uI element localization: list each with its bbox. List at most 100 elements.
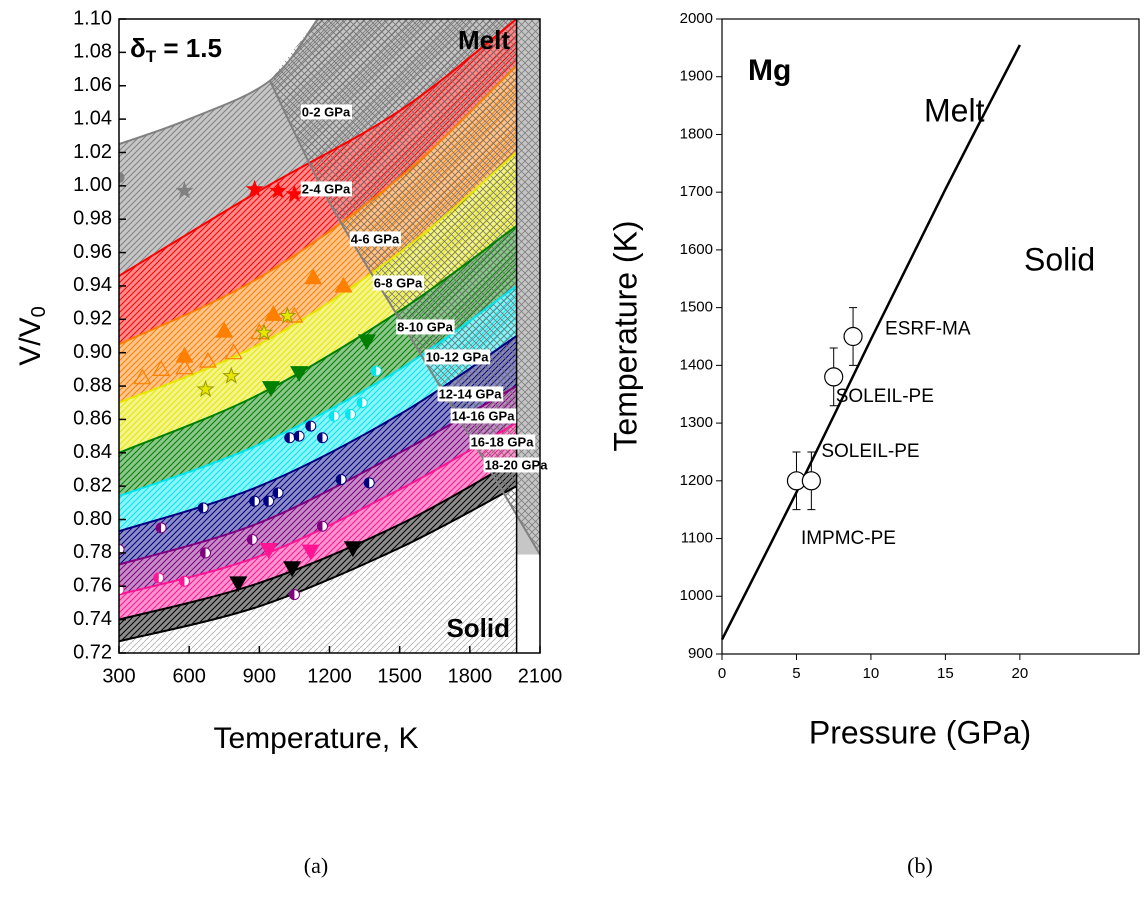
x-tick-label: 1200: [307, 665, 352, 687]
down: [259, 542, 278, 559]
half-circle-fill: [284, 432, 290, 443]
y-tick-label: 1300: [680, 414, 713, 431]
marker: [316, 432, 328, 444]
point-label: SOLEIL-PE: [821, 441, 919, 462]
triangle: [264, 305, 283, 321]
y-tick-label: 0.80: [73, 508, 112, 530]
triangle: [152, 360, 171, 376]
band-fill: [119, 336, 517, 565]
solid-region: [119, 486, 517, 653]
y-tick-label: 1600: [680, 241, 713, 258]
marker: [283, 561, 302, 578]
y-tick-label: 0.98: [73, 207, 112, 229]
half-circle-fill: [305, 421, 311, 432]
half-circle-fill: [317, 432, 323, 443]
point-label: SOLEIL-PE: [836, 386, 934, 407]
half-circle-fill: [329, 411, 335, 422]
y-tick-label: 1.00: [73, 174, 112, 196]
y-tick-label: 1.06: [73, 74, 112, 96]
y-tick-label: 1500: [680, 299, 713, 316]
y-tick-label: 1.10: [73, 7, 112, 29]
y-tick-label: 1800: [680, 125, 713, 142]
marker: [246, 534, 258, 546]
y-tick-label: 0.88: [73, 374, 112, 396]
marker: [249, 495, 261, 507]
band-label: 4-6 GPa: [351, 231, 400, 246]
y-tick-label: 1.04: [73, 107, 112, 129]
melting-curve: [720, 44, 1021, 641]
y-tick-label: 2000: [680, 10, 713, 27]
annotation-symbol: δ: [130, 33, 146, 63]
band-label: 18-20 GPa: [485, 457, 549, 472]
isobar-line: [119, 19, 518, 277]
band-label-bg: [300, 181, 352, 197]
half-circle-fill: [364, 477, 370, 488]
y-tick-label: 0.84: [73, 441, 112, 463]
isobar-line: [119, 485, 518, 643]
half-circle-fill: [156, 522, 162, 533]
x-tick-label: 10: [863, 665, 880, 682]
band-label-bg: [372, 275, 424, 291]
isobar-line: [119, 64, 518, 346]
down: [283, 561, 302, 578]
y-tick-label: 0.74: [73, 608, 112, 630]
marker: [178, 575, 190, 587]
x-axis-label: Temperature, K: [213, 722, 418, 755]
half-circle-fill: [317, 521, 323, 532]
star: [222, 366, 241, 384]
y-tick-label: 0.90: [73, 341, 112, 363]
marker: [175, 181, 194, 199]
x-tick-label: 2100: [518, 665, 563, 687]
marker: [363, 477, 375, 489]
isobar-line: [119, 225, 518, 454]
marker: [305, 420, 317, 432]
star: [278, 306, 297, 324]
caption: (a): [304, 853, 328, 878]
band-label: 0-2 GPa: [302, 104, 351, 119]
half-circle-fill: [273, 487, 279, 498]
triangle: [175, 346, 194, 363]
marker: [215, 321, 234, 338]
band-fill: [119, 152, 517, 453]
band-fill: [119, 65, 517, 403]
x-tick-label: 1800: [448, 665, 493, 687]
marker: [259, 542, 278, 559]
band-label: 14-16 GPa: [452, 408, 516, 423]
half-circle-fill: [179, 576, 185, 587]
marker: [290, 366, 309, 382]
star: [245, 179, 264, 197]
band-label: 12-14 GPa: [439, 386, 503, 401]
marker: [356, 397, 368, 409]
annotation: δT = 1.5: [130, 33, 222, 67]
marker: [245, 179, 264, 197]
marker: [261, 381, 281, 397]
marker: [278, 306, 297, 324]
marker: [357, 334, 376, 351]
half-circle-fill: [345, 409, 351, 420]
band-label-bg: [349, 231, 401, 247]
isobar-line: [119, 151, 518, 404]
half-circle-fill: [294, 431, 300, 442]
marker: [328, 410, 340, 422]
star: [254, 323, 274, 341]
y-axis-label: V/V0: [14, 306, 50, 365]
marker: [335, 473, 347, 485]
isobar-line: [119, 458, 518, 621]
marker: [152, 360, 171, 376]
isobar-line: [119, 285, 518, 498]
marker: [175, 346, 194, 363]
band-fill: [119, 386, 517, 595]
down: [290, 366, 309, 382]
down: [343, 541, 362, 558]
half-circle-fill: [336, 474, 342, 485]
band-label-bg: [450, 408, 517, 424]
half-circle-fill: [153, 572, 159, 583]
marker: [153, 572, 165, 584]
y-tick-label: 0.92: [73, 308, 112, 330]
melt-region-dark: [516, 19, 540, 555]
half-circle-fill: [263, 496, 269, 507]
half-circle-bg: [119, 544, 125, 556]
data-point: [843, 326, 863, 347]
star: [196, 379, 215, 398]
x-tick-label: 0: [718, 665, 726, 682]
